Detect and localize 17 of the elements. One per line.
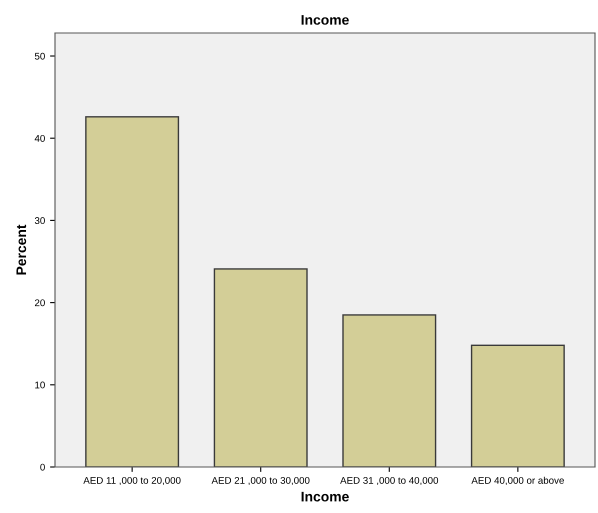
y-tick-label: 20 — [34, 299, 45, 306]
x-tick-label: AED 21 ,000 to 30,000 — [212, 476, 310, 486]
x-axis-title: Income — [302, 492, 349, 502]
y-tick-label: 30 — [34, 217, 45, 224]
chart-title: Income — [302, 15, 349, 25]
bar — [470, 344, 565, 467]
bar — [214, 268, 308, 467]
x-tick-label: AED 40,000 or above — [471, 476, 564, 486]
bar — [342, 314, 436, 467]
y-tick-label: 40 — [34, 134, 45, 142]
x-tick-label: AED 31 ,000 to 40,000 — [340, 476, 438, 486]
x-tick-label: AED 11 ,000 to 20,000 — [83, 476, 181, 486]
y-tick-label: 10 — [35, 382, 45, 388]
y-tick-label: 0 — [40, 464, 45, 471]
y-axis-title: Percent — [16, 224, 26, 275]
y-tick-label: 50 — [34, 52, 45, 60]
bar — [85, 116, 180, 467]
